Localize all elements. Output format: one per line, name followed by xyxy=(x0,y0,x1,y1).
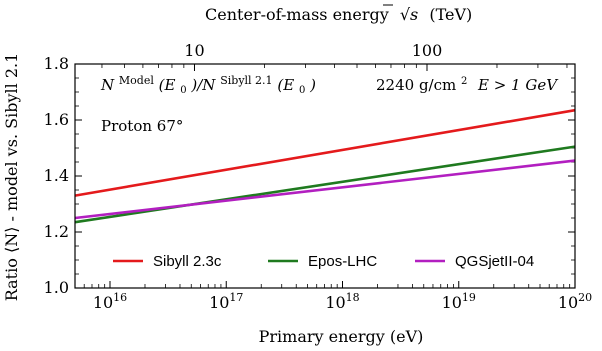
x-tick-base: 10 xyxy=(325,293,345,312)
formula-sub1: 0 xyxy=(180,85,186,96)
series-line-qgsjetii-04 xyxy=(74,159,576,220)
legend-label: Epos-LHC xyxy=(308,253,377,270)
formula-slash: )/N xyxy=(190,76,216,94)
series-layer xyxy=(74,108,576,224)
y-tick-label: 1.8 xyxy=(44,54,69,73)
y-tick-label: 1.0 xyxy=(44,278,69,297)
top-axis-title-sqrt: √s xyxy=(400,5,418,24)
formula-sup2: Sibyll 2.1 xyxy=(220,74,272,87)
top-tick-label: 100 xyxy=(412,41,443,60)
formula-sub2: 0 xyxy=(299,85,305,96)
x-tick-exponent: 17 xyxy=(229,291,243,304)
x-axis-title: Primary energy (eV) xyxy=(259,327,424,346)
x-tick-exponent: 20 xyxy=(578,291,592,304)
legend-label: Sibyll 2.3c xyxy=(153,253,222,270)
formula-mid: (E xyxy=(159,76,176,94)
formula-sup1: Model xyxy=(119,74,154,87)
top-axis-title-unit: (TeV) xyxy=(429,5,472,24)
depth-text: 2240 g/cm xyxy=(376,76,456,94)
x-tick-label: 1018 xyxy=(325,291,359,312)
plot-frame xyxy=(74,63,576,289)
depth-sup: 2 xyxy=(461,76,467,87)
x-tick-exponent: 16 xyxy=(113,291,127,304)
threshold-annotation: E > 1 GeV xyxy=(477,76,559,94)
formula-end: ) xyxy=(309,76,316,94)
x-tick-exponent: 19 xyxy=(462,291,476,304)
depth-annotation: 2240 g/cm 2 xyxy=(376,76,467,94)
formula-annotation: N Model (E 0 )/N Sibyll 2.1 (E 0 ) xyxy=(100,70,316,97)
formula-n1: N xyxy=(100,76,115,94)
x-tick-base: 10 xyxy=(442,293,462,312)
y-tick-label: 1.4 xyxy=(44,166,69,185)
x-tick-base: 10 xyxy=(209,293,229,312)
top-tick-label: 10 xyxy=(184,41,204,60)
y-axis-title: Ratio ⟨N⟩ - model vs. Sibyll 2.1 xyxy=(2,53,21,302)
x-tick-label: 1016 xyxy=(93,291,127,312)
x-tick-label: 1017 xyxy=(209,291,243,312)
x-tick-base: 10 xyxy=(93,293,113,312)
x-tick-exponent: 18 xyxy=(346,291,360,304)
x-tick-label: 1019 xyxy=(442,291,476,312)
series-line-epos-lhc xyxy=(74,145,576,224)
x-tick-base: 10 xyxy=(558,293,578,312)
top-axis-title: Center-of-mass energy √s (TeV) xyxy=(205,5,472,24)
series-line-sibyll-2-3c xyxy=(74,108,576,197)
legend: Sibyll 2.3c Epos-LHC QGSjetII-04 xyxy=(113,253,534,270)
y-tick-label: 1.6 xyxy=(44,110,69,129)
x-tick-label: 1020 xyxy=(558,291,592,312)
legend-label: QGSjetII-04 xyxy=(455,253,534,270)
top-axis-title-text: Center-of-mass energy xyxy=(205,5,389,24)
primary-annotation: Proton 67° xyxy=(101,117,183,135)
formula-mid2: (E xyxy=(277,76,294,94)
y-tick-label: 1.2 xyxy=(44,222,69,241)
